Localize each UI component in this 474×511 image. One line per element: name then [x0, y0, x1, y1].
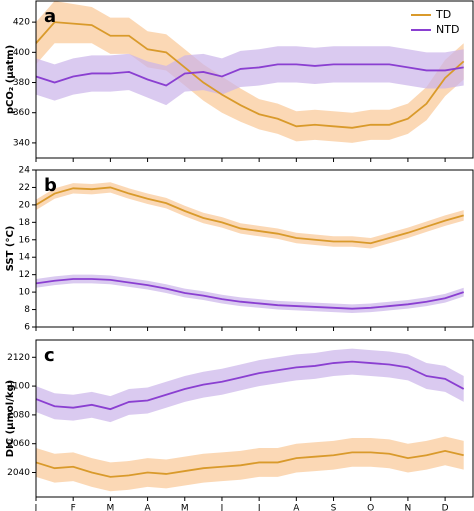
y-tick-label: 380 — [13, 78, 30, 88]
line — [35, 63, 464, 87]
y-tick-label: 2120 — [7, 353, 30, 363]
x-tick-label: J — [220, 504, 224, 511]
plot-frame — [35, 0, 474, 159]
plot-frame — [35, 339, 474, 498]
panel-label: b — [44, 175, 57, 196]
x-tick-label: S — [331, 504, 337, 511]
x-tick-label: A — [293, 504, 300, 511]
y-tick-label: 22 — [19, 183, 30, 193]
y-tick-label: 2060 — [7, 439, 30, 449]
x-tick-label: M — [107, 504, 115, 511]
y-tick-label: 16 — [19, 235, 31, 245]
y-tick-label: 10 — [19, 288, 31, 298]
y-tick-label: 20 — [19, 200, 31, 210]
y-tick-label: 8 — [24, 305, 30, 315]
y-tick-label: 2100 — [7, 382, 30, 392]
panel-label: a — [44, 6, 56, 27]
y-tick-label: 24 — [19, 166, 31, 176]
x-tick-label: J — [257, 504, 261, 511]
band — [36, 274, 464, 314]
legend-label: NTD — [436, 23, 459, 36]
plot-frame — [35, 169, 474, 328]
x-tick-label: M — [181, 504, 189, 511]
panel-label: c — [44, 345, 55, 366]
band — [36, 1, 464, 143]
y-tick-label: 360 — [13, 108, 30, 118]
x-tick-label: J — [34, 504, 38, 511]
x-tick-label: D — [442, 504, 449, 511]
y-tick-label: 340 — [13, 138, 30, 148]
x-tick-label: A — [144, 504, 151, 511]
y-tick-label: 420 — [13, 18, 30, 28]
y-tick-label: 2080 — [7, 410, 30, 420]
y-tick-label: 2040 — [7, 468, 30, 478]
x-tick-label: N — [405, 504, 412, 511]
line — [35, 21, 465, 129]
band — [36, 348, 464, 423]
line — [35, 449, 464, 478]
y-axis-title: pCO₂ (μatm) — [5, 45, 16, 114]
y-axis-title: DIC (μmol/kg) — [5, 380, 16, 458]
line — [35, 186, 464, 245]
x-tick-label: F — [71, 504, 76, 511]
y-tick-label: 12 — [19, 270, 30, 280]
y-tick-label: 14 — [19, 253, 31, 263]
line — [35, 278, 464, 310]
y-axis-title: SST (°C) — [5, 226, 16, 272]
line — [35, 360, 465, 411]
y-tick-label: 18 — [19, 218, 31, 228]
x-tick-label: O — [367, 504, 374, 511]
y-tick-label: 400 — [13, 48, 30, 58]
band — [36, 182, 464, 249]
band — [36, 46, 464, 106]
y-tick-label: 6 — [24, 323, 30, 333]
legend-label: TD — [435, 8, 451, 21]
